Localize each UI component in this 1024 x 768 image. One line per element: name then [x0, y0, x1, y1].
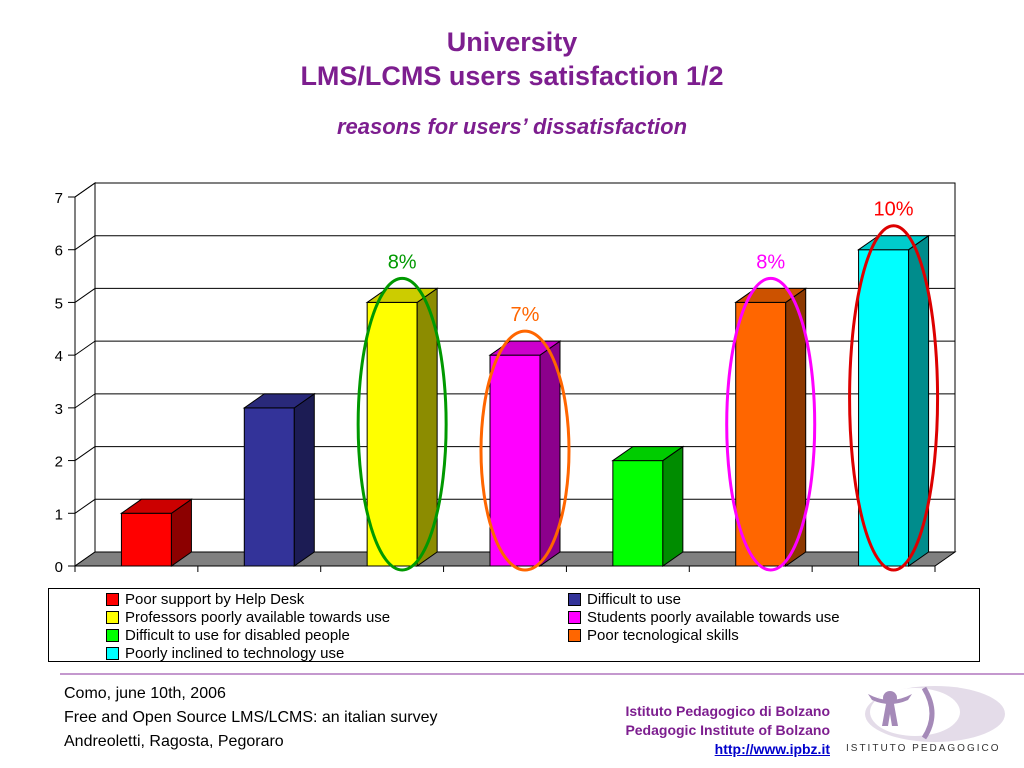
- legend-swatch: [568, 610, 581, 624]
- chart-y-axis: 0 1 2 3 4 5 6 7: [55, 190, 936, 576]
- percentage-label: 10%: [874, 199, 914, 221]
- highlight-ellipse: [848, 224, 940, 572]
- legend-item: Poorly inclined to technology use: [106, 645, 344, 663]
- legend-label: Difficult to use: [587, 591, 681, 608]
- bar-front: [366, 301, 418, 567]
- legend-item: Professors poorly available towards use: [106, 609, 390, 627]
- bar-front: [858, 249, 910, 567]
- legend-item: Difficult to use for disabled people: [106, 627, 350, 645]
- bar-front: [489, 354, 541, 567]
- bar-side: [293, 392, 315, 567]
- percentage-label: 8%: [756, 251, 785, 273]
- legend-swatch: [568, 628, 581, 642]
- bar-front: [612, 460, 664, 567]
- gridline: [74, 235, 96, 251]
- bar-top: [611, 446, 685, 462]
- bar-top: [242, 393, 316, 409]
- institute-name-italian: Istituto Pedagogico di Bolzano: [625, 703, 830, 719]
- footer-date: Como, june 10th, 2006: [64, 685, 226, 702]
- gridline: [74, 498, 96, 514]
- legend-swatch: [106, 646, 119, 660]
- gridline: [74, 182, 96, 198]
- legend-label: Poor support by Help Desk: [125, 591, 305, 608]
- y-tick-label: 2: [55, 454, 63, 471]
- legend-item: Poor tecnological skills: [568, 627, 739, 645]
- chart-side-wall: [74, 182, 96, 567]
- percentage-label: 7%: [511, 304, 540, 326]
- bar-side: [662, 445, 684, 567]
- legend-label: Poorly inclined to technology use: [125, 645, 345, 662]
- institute-logo-text: ISTITUTO PEDAGOGICO: [846, 743, 1001, 754]
- chart-bars: [119, 234, 931, 567]
- chart-legend: Poor support by Help Desk Difficult to u…: [48, 588, 980, 662]
- legend-label: Students poorly available towards use: [587, 609, 840, 626]
- slide-title-line1: University: [446, 27, 578, 57]
- slide-subtitle: reasons for users’ dissatisfaction: [336, 114, 688, 139]
- footer-divider: [60, 673, 1024, 675]
- legend-swatch: [568, 592, 581, 606]
- gridline: [74, 446, 96, 461]
- y-tick-label: 3: [55, 401, 63, 418]
- highlight-ellipse: [479, 329, 571, 572]
- highlight-ellipse: [356, 276, 448, 572]
- y-tick-label: 5: [55, 295, 63, 312]
- chart-highlight-ellipses: [356, 224, 940, 572]
- bar-front: [735, 301, 787, 567]
- institute-name-english: Pedagogic Institute of Bolzano: [625, 722, 830, 738]
- legend-item: Difficult to use: [568, 591, 681, 609]
- y-tick-label: 0: [55, 559, 63, 576]
- bar-front: [243, 407, 295, 567]
- bar-front: [120, 512, 172, 567]
- highlight-ellipse: [725, 276, 817, 572]
- institute-logo: [865, 686, 1005, 742]
- footer-survey-title: Free and Open Source LMS/LCMS: an italia…: [64, 709, 438, 726]
- legend-item: Poor support by Help Desk: [106, 591, 304, 609]
- bar-top: [119, 498, 194, 514]
- y-tick-label: 6: [55, 243, 63, 260]
- footer-authors: Andreoletti, Ragosta, Pegoraro: [64, 733, 284, 750]
- legend-swatch: [106, 610, 119, 624]
- legend-label: Professors poorly available towards use: [125, 609, 391, 626]
- legend-label: Poor tecnological skills: [587, 627, 739, 644]
- gridline: [74, 340, 96, 356]
- legend-swatch: [106, 592, 119, 606]
- chart-annotations: 8% 7% 8% 10%: [388, 199, 914, 326]
- institute-link[interactable]: http://www.ipbz.it: [714, 741, 830, 757]
- legend-label: Difficult to use for disabled people: [125, 627, 350, 644]
- bar-chart: 0 1 2 3 4 5 6 7 8% 7% 8% 10%: [55, 182, 957, 576]
- slide-title-line2: LMS/LCMS users satisfaction 1/2: [300, 61, 724, 91]
- legend-swatch: [106, 628, 119, 642]
- legend-item: Students poorly available towards use: [568, 609, 840, 627]
- y-tick-label: 1: [55, 506, 63, 523]
- gridline: [74, 288, 96, 303]
- y-tick-label: 4: [55, 348, 63, 365]
- gridline: [74, 393, 96, 409]
- y-tick-label: 7: [55, 190, 63, 207]
- percentage-label: 8%: [388, 251, 417, 273]
